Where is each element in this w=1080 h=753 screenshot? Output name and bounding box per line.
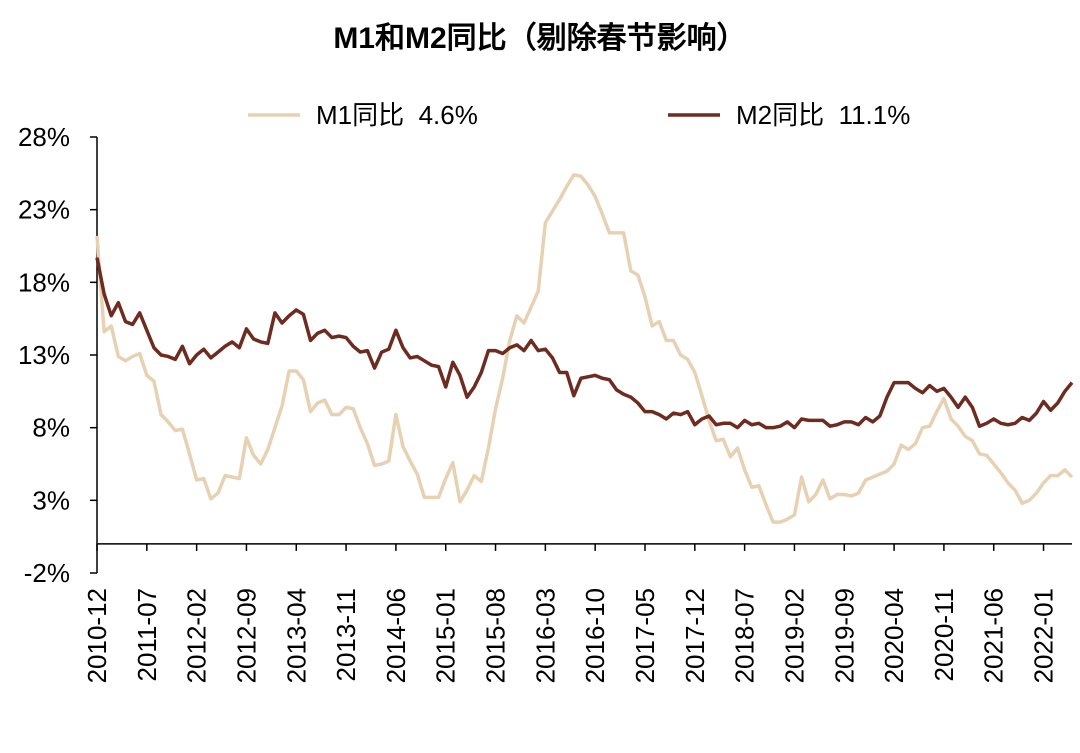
x-tick-label: 2013-11 xyxy=(331,588,361,682)
legend-label: M2同比 11.1% xyxy=(736,100,910,130)
chart-title: M1和M2同比（剔除春节影响） xyxy=(333,21,746,55)
x-tick-label: 2018-07 xyxy=(730,588,760,683)
x-tick-label: 2021-06 xyxy=(979,588,1009,683)
x-tick-label: 2016-03 xyxy=(530,588,560,683)
x-tick-label: 2019-02 xyxy=(779,588,809,683)
legend-label: M1同比 4.6% xyxy=(316,100,478,130)
y-tick-label: 28% xyxy=(18,122,70,152)
x-tick-label: 2019-09 xyxy=(829,588,859,683)
x-tick-label: 2011-07 xyxy=(132,588,162,682)
x-tick-label: 2017-12 xyxy=(680,588,710,683)
x-tick-label: 2010-12 xyxy=(82,588,112,683)
y-tick-label: 23% xyxy=(18,195,70,225)
x-tick-label: 2013-04 xyxy=(281,588,311,683)
y-tick-label: 3% xyxy=(32,485,70,515)
x-tick-label: 2015-08 xyxy=(481,588,511,683)
x-tick-label: 2014-06 xyxy=(381,588,411,683)
x-tick-label: 2015-01 xyxy=(431,588,461,683)
series-line xyxy=(95,173,1074,524)
x-tick-label: 2016-10 xyxy=(580,588,610,683)
x-tick-label: 2017-05 xyxy=(630,588,660,683)
x-tick-label: 2022-01 xyxy=(1029,588,1059,683)
x-tick-label: 2012-09 xyxy=(231,588,261,683)
series-line xyxy=(95,257,1074,430)
y-tick-label: 18% xyxy=(18,267,70,297)
y-tick-label: 13% xyxy=(18,340,70,370)
y-tick-label: 8% xyxy=(32,413,70,443)
x-tick-label: 2020-11 xyxy=(929,588,959,682)
x-tick-label: 2012-02 xyxy=(182,588,212,683)
y-tick-label: -2% xyxy=(24,558,70,588)
x-tick-label: 2020-04 xyxy=(879,588,909,683)
